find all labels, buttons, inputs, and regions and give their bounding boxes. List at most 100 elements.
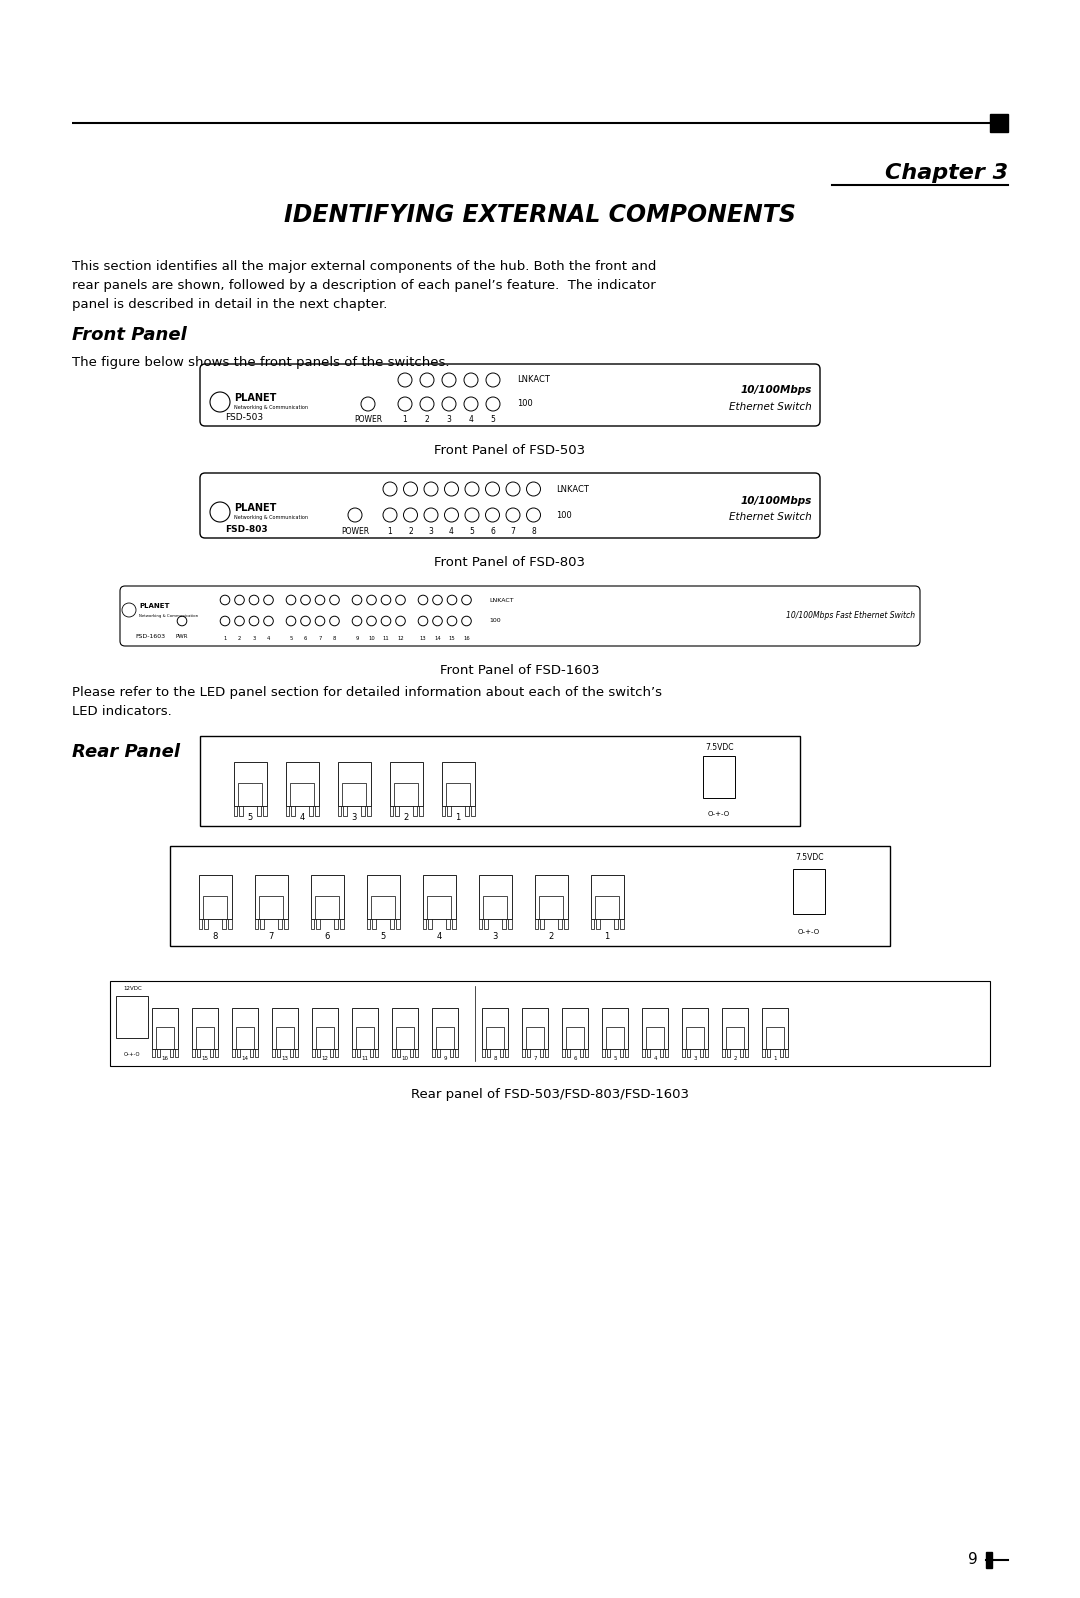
Bar <box>116 996 148 1039</box>
Bar <box>395 807 400 815</box>
Circle shape <box>329 594 339 604</box>
Bar <box>591 876 623 919</box>
Circle shape <box>315 617 325 626</box>
Bar <box>342 783 365 807</box>
Circle shape <box>399 372 411 387</box>
Bar <box>337 807 341 815</box>
Bar <box>429 919 432 928</box>
FancyBboxPatch shape <box>120 586 920 646</box>
Text: 8: 8 <box>494 1056 497 1061</box>
Bar <box>545 1048 548 1058</box>
Bar <box>240 807 243 815</box>
Bar <box>464 807 469 815</box>
Bar <box>390 807 393 815</box>
Text: 13: 13 <box>282 1056 288 1061</box>
Bar <box>262 807 267 815</box>
Bar <box>557 919 562 928</box>
Bar <box>446 919 449 928</box>
Circle shape <box>442 372 456 387</box>
Circle shape <box>433 594 443 604</box>
Bar <box>255 1048 258 1058</box>
Bar <box>566 1028 584 1048</box>
Bar <box>986 1552 993 1568</box>
Text: 2: 2 <box>424 415 430 425</box>
Bar <box>450 1048 454 1058</box>
Text: 5: 5 <box>289 636 293 641</box>
Bar <box>647 1048 650 1058</box>
Bar <box>447 807 451 815</box>
Text: 100: 100 <box>556 510 571 519</box>
Circle shape <box>447 617 457 626</box>
Text: 1: 1 <box>773 1056 777 1061</box>
Circle shape <box>210 392 230 412</box>
Bar <box>156 1028 174 1048</box>
Text: LNKACT: LNKACT <box>489 598 514 602</box>
Bar <box>726 1028 744 1048</box>
Text: Networking & Communication: Networking & Communication <box>139 614 198 618</box>
Bar <box>642 1048 645 1058</box>
Circle shape <box>249 594 259 604</box>
Bar <box>442 762 474 807</box>
Text: 15: 15 <box>448 636 456 641</box>
Bar <box>366 807 370 815</box>
Bar <box>504 1048 508 1058</box>
Bar <box>200 737 800 826</box>
Circle shape <box>461 594 471 604</box>
Text: 3: 3 <box>253 636 256 641</box>
Text: 16: 16 <box>162 1056 168 1061</box>
Bar <box>171 1048 173 1058</box>
Text: 13: 13 <box>420 636 427 641</box>
Text: O-+-O: O-+-O <box>798 928 820 935</box>
Bar <box>780 1048 783 1058</box>
Bar <box>535 919 539 928</box>
Bar <box>419 807 422 815</box>
Circle shape <box>486 508 499 523</box>
Bar <box>540 919 544 928</box>
Text: O-+-O: O-+-O <box>707 812 730 817</box>
Circle shape <box>395 617 405 626</box>
Circle shape <box>367 617 376 626</box>
Bar <box>251 1048 254 1058</box>
Text: 6: 6 <box>324 932 329 941</box>
Bar <box>284 919 287 928</box>
Bar <box>432 1008 458 1048</box>
Circle shape <box>383 483 397 495</box>
Circle shape <box>361 396 375 411</box>
Circle shape <box>527 483 540 495</box>
Bar <box>413 807 417 815</box>
Bar <box>591 919 594 928</box>
Circle shape <box>348 508 362 523</box>
Bar <box>482 1008 508 1048</box>
Bar <box>291 783 313 807</box>
Bar <box>607 1048 610 1058</box>
Bar <box>204 919 208 928</box>
Circle shape <box>447 594 457 604</box>
Bar <box>705 1048 708 1058</box>
Bar <box>197 1048 200 1058</box>
Text: 3: 3 <box>492 932 498 941</box>
Bar <box>681 1048 685 1058</box>
Circle shape <box>464 372 478 387</box>
Bar <box>522 1048 525 1058</box>
Text: 2: 2 <box>549 932 554 941</box>
Text: 7: 7 <box>268 932 273 941</box>
Bar <box>415 1048 418 1058</box>
Bar <box>471 807 474 815</box>
Bar <box>535 876 567 919</box>
Circle shape <box>464 396 478 411</box>
Bar <box>613 919 618 928</box>
Bar <box>372 896 394 919</box>
Circle shape <box>122 602 136 617</box>
Circle shape <box>234 594 244 604</box>
Circle shape <box>234 617 244 626</box>
Bar <box>484 896 507 919</box>
Text: 5: 5 <box>613 1056 617 1061</box>
Circle shape <box>461 617 471 626</box>
Bar <box>275 1028 294 1048</box>
Bar <box>312 1048 315 1058</box>
Circle shape <box>442 396 456 411</box>
Bar <box>343 807 348 815</box>
Bar <box>152 1008 178 1048</box>
Circle shape <box>424 508 438 523</box>
Bar <box>237 1048 240 1058</box>
